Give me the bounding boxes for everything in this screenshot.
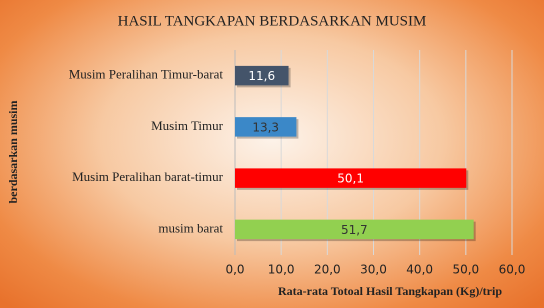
y-axis-label: berdasarkan musim (6, 100, 20, 203)
x-tick-label: 50,0 (452, 263, 479, 277)
value-label: 13,3 (252, 120, 279, 134)
chart-title: HASIL TANGKAPAN BERDASARKAN MUSIM (118, 13, 427, 29)
x-tick-label: 40,0 (406, 263, 433, 277)
x-tick-label: 0,0 (225, 263, 244, 277)
y-tick-label: musim barat (158, 220, 223, 235)
x-tick-label: 30,0 (360, 263, 387, 277)
bar (235, 117, 297, 137)
bar (235, 219, 474, 240)
value-label: 11,6 (248, 69, 275, 83)
bar (235, 65, 289, 86)
x-tick-label: 10,0 (268, 263, 295, 277)
x-axis-label: Rata-rata Totoal Hasil Tangkapan (Kg)/tr… (278, 284, 502, 298)
x-tick-label: 20,0 (314, 263, 341, 277)
y-tick-label: Musim Peralihan Timur-barat (69, 67, 224, 82)
value-label: 51,7 (341, 223, 368, 237)
y-tick-label: Musim Timur (151, 118, 224, 133)
bar (235, 168, 467, 188)
x-tick-label: 60,0 (499, 263, 526, 277)
value-label: 50,1 (337, 172, 364, 186)
y-tick-label: Musim Peralihan barat-timur (72, 169, 224, 184)
